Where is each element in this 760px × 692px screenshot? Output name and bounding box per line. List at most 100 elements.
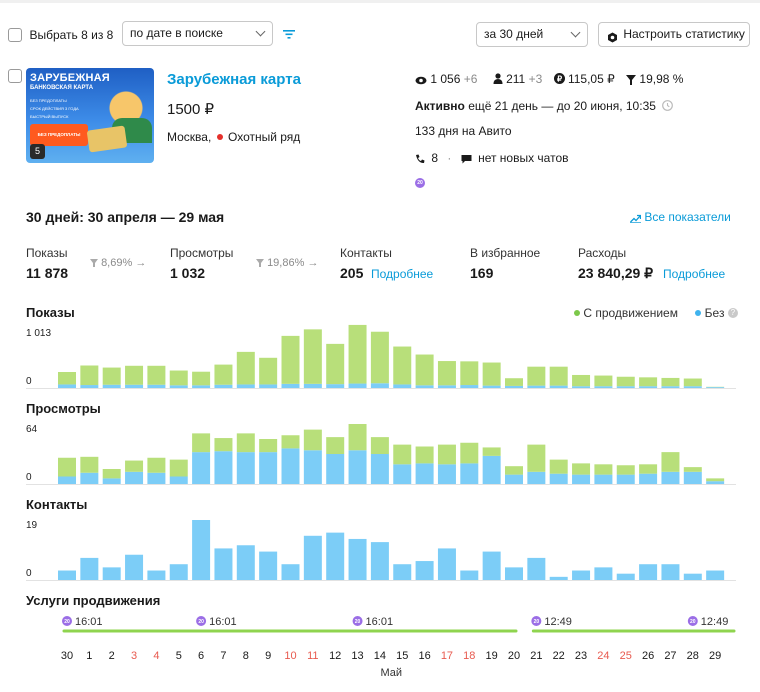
bar-1-1-15[interactable] (393, 444, 412, 465)
bar-2-0-7[interactable] (214, 548, 233, 580)
bar-1-0-22[interactable] (549, 473, 568, 484)
bar-2-0-16[interactable] (415, 561, 434, 580)
bar-0-1-3[interactable] (125, 365, 144, 385)
bar-1-0-9[interactable] (259, 452, 278, 484)
info-icon[interactable]: ? (727, 307, 738, 318)
sort-select[interactable]: по дате в поиске (122, 21, 273, 46)
bar-1-1-3[interactable] (125, 460, 144, 472)
bar-0-1-2[interactable] (102, 367, 121, 385)
bar-0-0-14[interactable] (370, 383, 389, 388)
bar-0-0-10[interactable] (281, 383, 300, 388)
bar-2-0-22[interactable] (549, 576, 568, 580)
bar-1-1-9[interactable] (259, 439, 278, 453)
bar-1-1-28[interactable] (683, 467, 702, 472)
bar-0-1-16[interactable] (415, 354, 434, 386)
bar-2-0-29[interactable] (706, 570, 725, 580)
bar-1-1-19[interactable] (482, 447, 501, 456)
bar-0-0-3[interactable] (125, 384, 144, 388)
bar-1-0-21[interactable] (527, 471, 546, 484)
bar-0-0-20[interactable] (505, 385, 523, 388)
bar-1-0-25[interactable] (616, 474, 635, 484)
bar-0-0-6[interactable] (192, 385, 211, 388)
bar-0-0-19[interactable] (482, 385, 501, 388)
bar-1-0-20[interactable] (505, 474, 523, 484)
bar-1-0-12[interactable] (326, 454, 345, 484)
bar-1-1-24[interactable] (594, 464, 613, 475)
promo-badge-icon[interactable] (196, 616, 207, 626)
bar-0-0-16[interactable] (415, 385, 434, 388)
bar-2-0-24[interactable] (594, 567, 613, 580)
select-all[interactable]: Выбрать 8 из 8 (8, 26, 113, 44)
bar-0-1-22[interactable] (549, 366, 568, 386)
bar-2-0-13[interactable] (348, 538, 367, 580)
bar-1-0-28[interactable] (683, 471, 702, 484)
expenses-details-link[interactable]: Подробнее (663, 267, 726, 281)
bar-0-0-24[interactable] (594, 386, 613, 388)
bar-1-0-0[interactable] (58, 476, 76, 485)
bar-2-0-21[interactable] (527, 557, 546, 580)
bar-1-0-3[interactable] (125, 471, 144, 484)
all-metrics-link[interactable]: Все показатели (630, 210, 731, 224)
bar-0-1-6[interactable] (192, 371, 211, 386)
bar-0-0-2[interactable] (102, 384, 121, 388)
bar-1-1-1[interactable] (80, 456, 99, 473)
bar-0-0-22[interactable] (549, 385, 568, 388)
bar-0-0-5[interactable] (169, 385, 188, 388)
promo-badge-icon[interactable] (687, 616, 698, 626)
bar-2-0-9[interactable] (259, 551, 278, 580)
bar-0-0-26[interactable] (639, 386, 658, 388)
bar-0-0-13[interactable] (348, 383, 367, 388)
bar-0-1-21[interactable] (527, 366, 546, 386)
bar-2-0-11[interactable] (303, 535, 322, 580)
bar-2-0-15[interactable] (393, 564, 412, 580)
bar-1-1-14[interactable] (370, 437, 389, 454)
bar-0-0-11[interactable] (303, 383, 322, 388)
bar-1-1-22[interactable] (549, 459, 568, 474)
bar-0-1-5[interactable] (169, 370, 188, 386)
bar-1-0-29[interactable] (706, 481, 725, 484)
bar-0-0-25[interactable] (616, 386, 635, 388)
bar-0-1-8[interactable] (236, 351, 255, 385)
bar-2-0-3[interactable] (125, 554, 144, 580)
bar-1-1-26[interactable] (639, 464, 658, 474)
bar-0-0-1[interactable] (80, 385, 99, 388)
filter-icon[interactable] (282, 27, 296, 39)
bar-2-0-20[interactable] (505, 567, 523, 580)
bar-1-1-16[interactable] (415, 446, 434, 464)
bar-0-0-9[interactable] (259, 384, 278, 388)
bar-0-0-17[interactable] (437, 385, 456, 388)
bar-0-0-18[interactable] (460, 385, 479, 388)
bar-0-0-28[interactable] (683, 386, 702, 388)
bar-0-0-29[interactable] (706, 387, 725, 388)
bar-1-1-27[interactable] (661, 452, 680, 472)
listing-checkbox[interactable] (8, 69, 22, 83)
bar-1-0-2[interactable] (102, 478, 121, 484)
bar-0-1-4[interactable] (147, 365, 166, 385)
bar-1-0-5[interactable] (169, 476, 188, 485)
bar-0-0-8[interactable] (236, 384, 255, 388)
bar-2-0-12[interactable] (326, 532, 345, 580)
bar-0-1-24[interactable] (594, 375, 613, 387)
bar-1-1-7[interactable] (214, 438, 233, 452)
bar-0-0-4[interactable] (147, 384, 166, 388)
bar-1-1-2[interactable] (102, 469, 121, 479)
bar-0-1-15[interactable] (393, 346, 412, 385)
bar-0-1-28[interactable] (683, 378, 702, 387)
bar-1-1-17[interactable] (437, 444, 456, 465)
bar-0-0-23[interactable] (572, 386, 591, 388)
bar-1-0-1[interactable] (80, 472, 99, 484)
select-all-checkbox[interactable] (8, 27, 22, 42)
bar-0-0-0[interactable] (58, 384, 76, 388)
bar-0-1-23[interactable] (572, 374, 591, 387)
bar-0-1-14[interactable] (370, 331, 389, 384)
bar-1-0-13[interactable] (348, 450, 367, 484)
bar-1-1-5[interactable] (169, 459, 188, 477)
bar-0-1-1[interactable] (80, 365, 99, 386)
bar-1-0-15[interactable] (393, 464, 412, 484)
bar-1-1-0[interactable] (58, 457, 76, 477)
bar-0-1-12[interactable] (326, 343, 345, 385)
bar-0-1-25[interactable] (616, 376, 635, 387)
stats-settings-button[interactable]: Настроить статистику (598, 22, 750, 47)
bar-0-1-19[interactable] (482, 362, 501, 386)
bar-1-0-10[interactable] (281, 448, 300, 484)
